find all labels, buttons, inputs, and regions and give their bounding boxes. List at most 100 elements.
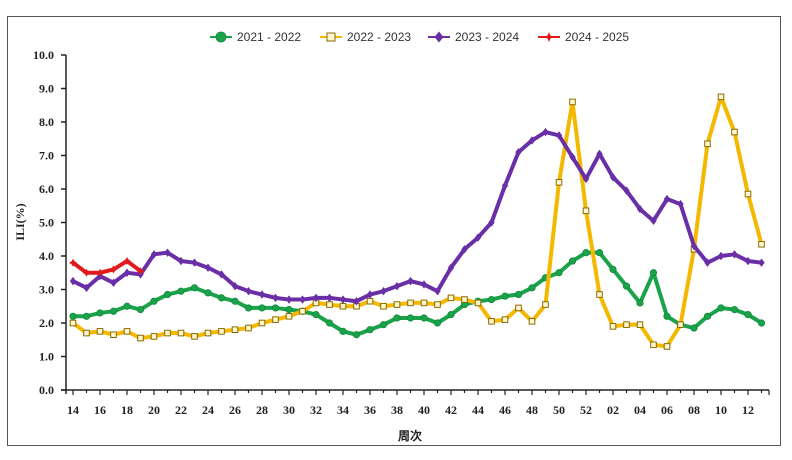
data-point — [217, 294, 226, 302]
data-point — [717, 93, 725, 101]
data-point — [380, 286, 387, 296]
data-point — [326, 293, 333, 303]
legend-item[interactable]: 2024 - 2025 — [538, 30, 629, 44]
legend-item[interactable]: 2023 - 2024 — [428, 30, 519, 44]
data-point — [406, 314, 415, 322]
data-point — [758, 258, 765, 267]
data-point — [703, 312, 712, 320]
y-tick-label: 10.0 — [33, 48, 54, 62]
data-point — [514, 290, 523, 299]
data-point — [636, 204, 644, 214]
data-point — [487, 295, 496, 304]
data-point — [731, 128, 738, 136]
data-point — [69, 258, 77, 267]
data-point — [312, 311, 320, 319]
data-point — [258, 304, 266, 312]
data-point — [272, 316, 279, 323]
data-point — [353, 297, 360, 306]
x-tick-label: 20 — [148, 403, 160, 417]
series-2024-2025 — [69, 257, 145, 277]
data-point — [433, 319, 442, 327]
data-point — [649, 269, 658, 277]
data-point — [447, 263, 455, 272]
data-point — [528, 318, 536, 325]
data-point — [393, 301, 401, 308]
data-point — [663, 312, 671, 320]
data-point — [272, 293, 279, 303]
data-point — [393, 314, 401, 322]
data-point — [555, 269, 563, 277]
legend-item[interactable]: 2022 - 2023 — [320, 30, 411, 44]
data-point — [339, 295, 347, 304]
data-point — [690, 324, 698, 332]
data-point — [744, 256, 752, 266]
data-point — [447, 294, 455, 302]
data-point — [555, 179, 563, 186]
legend-marker-square-icon — [326, 32, 336, 42]
data-point — [488, 318, 495, 325]
data-point — [636, 321, 644, 328]
x-tick-label: 10 — [715, 403, 727, 417]
data-point — [218, 328, 225, 335]
data-point — [420, 280, 428, 289]
data-point — [528, 136, 536, 145]
data-point — [380, 302, 387, 310]
data-point — [83, 329, 90, 337]
data-point — [609, 265, 617, 273]
x-tick-label: 52 — [580, 403, 592, 417]
legend-item[interactable]: 2021 - 2022 — [210, 30, 301, 44]
y-tick-label: 3.0 — [39, 283, 54, 297]
x-tick-label: 48 — [526, 403, 538, 417]
x-tick-label: 28 — [256, 403, 268, 417]
legend-label: 2022 - 2023 — [347, 30, 411, 44]
x-tick-label: 12 — [742, 403, 754, 417]
data-point — [83, 283, 90, 293]
data-point — [677, 321, 684, 328]
data-point — [191, 258, 198, 267]
data-point — [677, 199, 684, 209]
data-point — [636, 299, 644, 307]
data-point — [596, 149, 603, 159]
data-point — [704, 140, 711, 148]
data-point — [379, 321, 388, 329]
data-point — [663, 194, 671, 204]
data-point — [407, 299, 414, 307]
data-point — [555, 131, 563, 140]
x-tick-label: 40 — [418, 403, 430, 417]
x-tick-label: 14 — [67, 403, 79, 417]
x-tick-label: 02 — [607, 403, 619, 417]
data-point — [69, 276, 77, 286]
y-tick-label: 2.0 — [39, 316, 54, 330]
data-point — [258, 319, 266, 327]
x-tick-label: 34 — [337, 403, 349, 417]
y-tick-label: 7.0 — [39, 149, 54, 163]
data-point — [515, 147, 522, 157]
data-point — [434, 286, 441, 296]
x-axis-title: 周次 — [398, 428, 422, 443]
series-2022-2023 — [69, 93, 765, 350]
data-point — [177, 329, 185, 337]
data-point — [582, 207, 590, 215]
data-point — [164, 248, 171, 257]
x-axis: 14 16 18 20 22 24 26 28 30 32 34 36 38 40 42 44 46 48 50 52… — [61, 389, 770, 417]
legend-marker-diamond-icon — [434, 31, 444, 43]
data-point — [164, 329, 171, 337]
x-tick-label: 16 — [94, 403, 106, 417]
legend-marker-star-icon — [544, 32, 554, 42]
data-point — [136, 305, 145, 314]
x-tick-label: 38 — [391, 403, 403, 417]
data-point — [488, 218, 495, 227]
data-point — [326, 301, 333, 308]
data-point — [82, 268, 91, 277]
x-tick-label: 22 — [175, 403, 187, 417]
data-point — [177, 287, 185, 295]
data-point — [352, 331, 361, 339]
y-tick-label: 9.0 — [39, 82, 54, 96]
data-point — [244, 304, 253, 312]
x-tick-label: 04 — [634, 403, 646, 417]
x-tick-label: 46 — [499, 403, 511, 417]
data-point — [542, 301, 549, 308]
legend-label: 2024 - 2025 — [565, 30, 629, 44]
data-point — [650, 341, 657, 349]
data-point — [730, 305, 739, 314]
